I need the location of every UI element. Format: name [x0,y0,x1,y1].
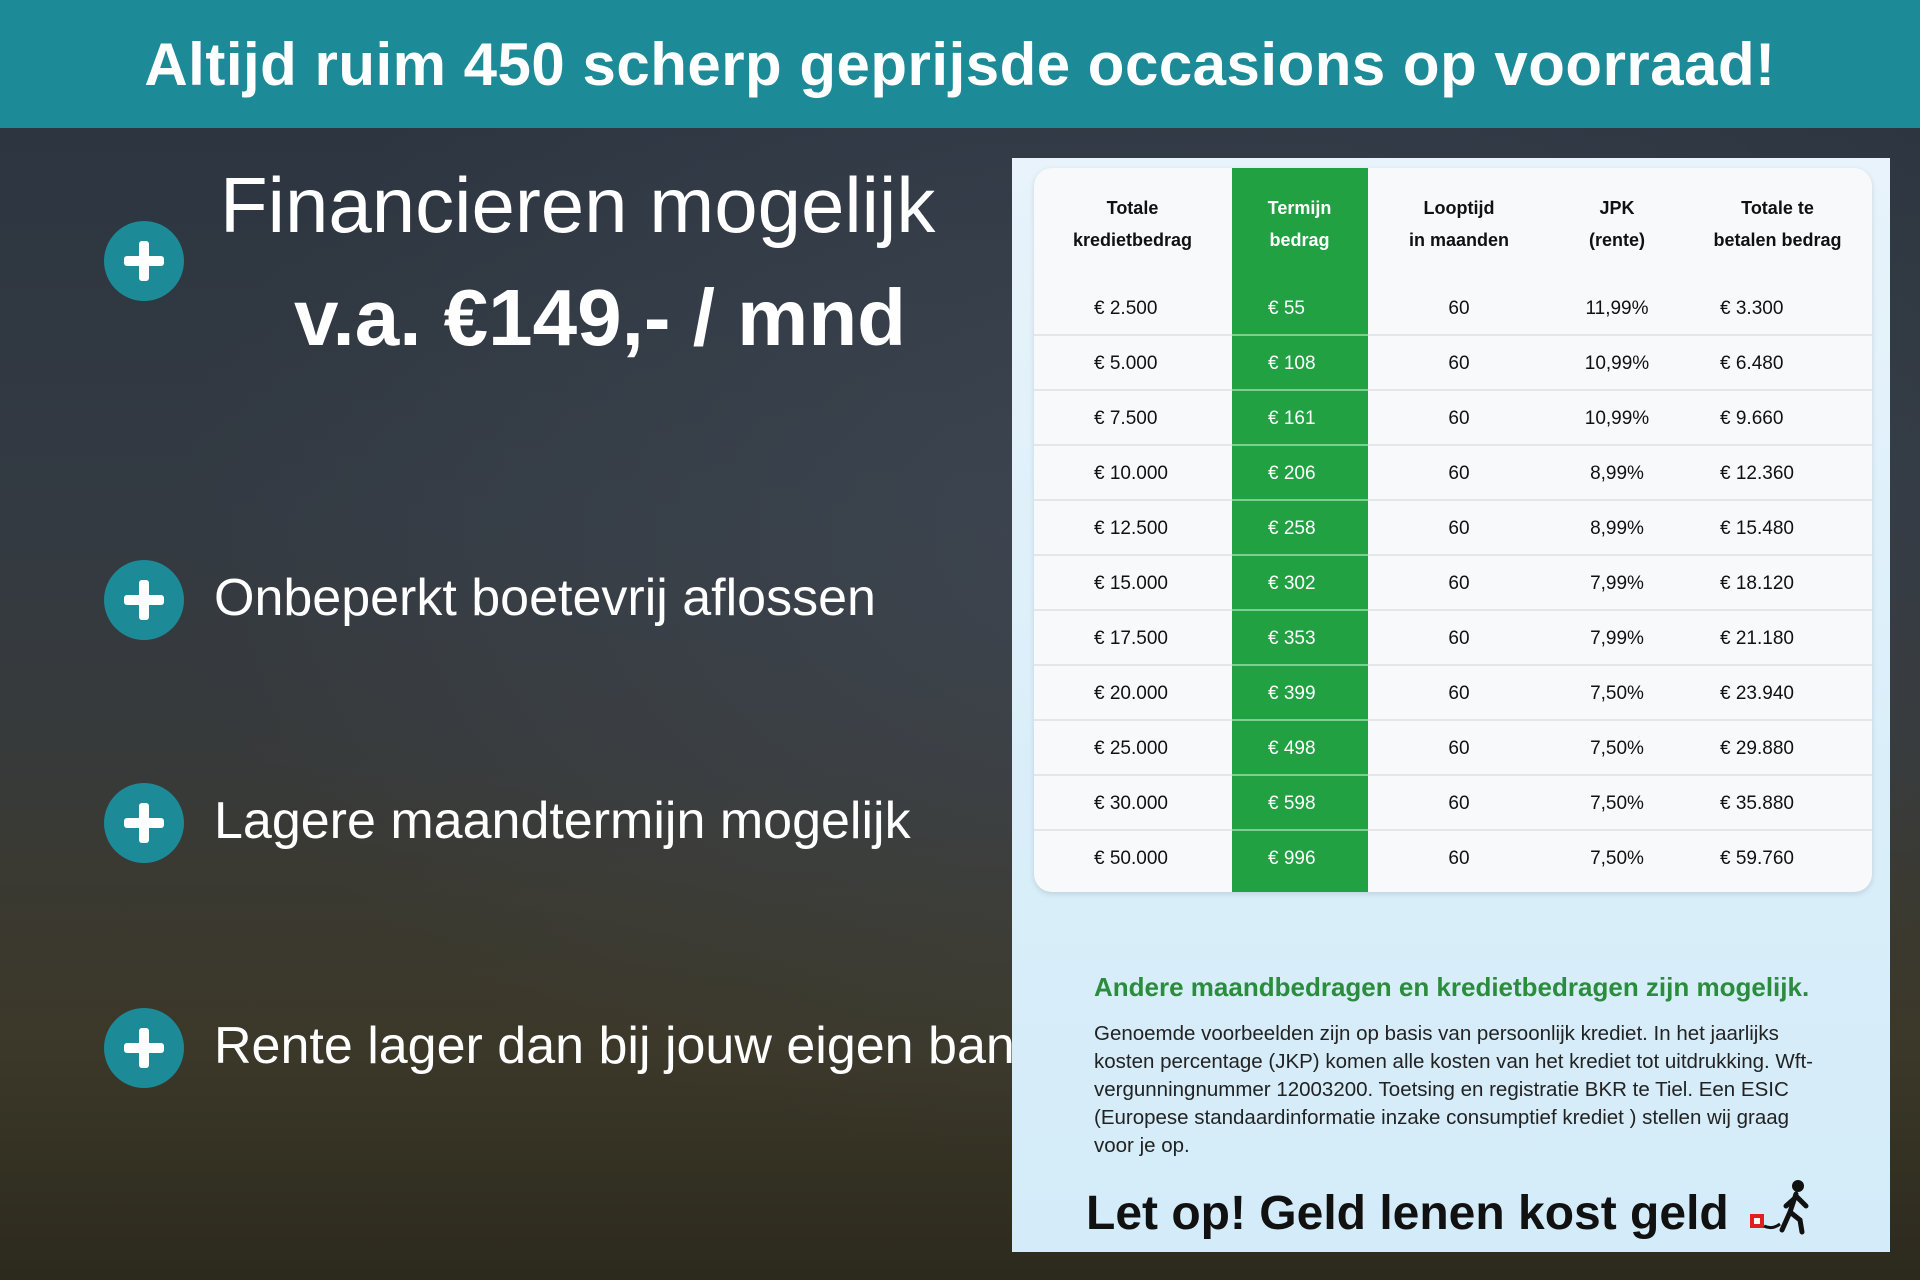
table-row: € 12.500 € 258 60 8,99% € 15.480 [1034,501,1872,556]
plus-circle-icon [104,560,184,640]
term-amount-cell: € 206 [1232,446,1368,501]
term-amount-cell: € 996 [1268,847,1316,869]
credit-amount-cell: € 17.500 [1034,611,1232,666]
duration-months-cell: 60 [1368,556,1550,611]
header-title: Altijd ruim 450 scherp geprijsde occasio… [144,30,1776,98]
duration-months-cell: 60 [1368,776,1550,831]
table-row: € 17.500 € 353 60 7,99% € 21.180 [1034,611,1872,666]
total-payable-cell: € 12.360 [1684,446,1872,501]
interest-rate-cell: 10,99% [1550,336,1684,391]
notes-title: Andere maandbedragen en kredietbedragen … [1094,972,1810,1002]
plus-circle-icon [104,221,184,301]
term-amount-cell: € 55 [1232,281,1368,336]
column-header: Looptijd in maanden [1408,198,1510,250]
total-payable-cell: € 3.300 [1684,281,1872,336]
interest-rate-cell: 7,50% [1590,847,1644,869]
credit-amount-cell: € 20.000 [1034,666,1232,721]
credit-amount-cell: € 15.000 [1034,556,1232,611]
duration-months-cell: 60 [1368,721,1550,776]
duration-months-cell: 60 [1368,611,1550,666]
credit-amount-cell: € 50.000 [1094,847,1168,869]
total-payable-cell: € 18.120 [1684,556,1872,611]
column-header: JPK (rente) [1588,198,1645,250]
bullet-item: Rente lager dan bij jouw eigen bank [214,1017,1041,1075]
table-row: € 25.000 € 498 60 7,50% € 29.880 [1034,721,1872,776]
highlight-column [1232,168,1368,892]
interest-rate-cell: 8,99% [1550,446,1684,501]
credit-amount-cell: € 10.000 [1034,446,1232,501]
credit-amount-cell: € 5.000 [1034,336,1232,391]
term-amount-cell: € 598 [1232,776,1368,831]
interest-rate-cell: 7,99% [1550,556,1684,611]
table-row: € 2.500 € 55 60 11,99% € 3.300 [1034,281,1872,336]
duration-months-cell: 60 [1368,391,1550,446]
column-header: Totale kredietbedrag [1072,198,1193,250]
interest-rate-cell: 7,50% [1550,721,1684,776]
interest-rate-cell: 8,99% [1550,501,1684,556]
financing-table: Totale kredietbedrag Termijn bedrag Loopti… [1034,168,1872,886]
column-header: Termijn bedrag [1267,198,1332,250]
term-amount-cell: € 302 [1232,556,1368,611]
interest-rate-cell: 7,50% [1550,666,1684,721]
table-row: € 15.000 € 302 60 7,99% € 18.120 [1034,556,1872,611]
table-row: € 30.000 € 598 60 7,50% € 35.880 [1034,776,1872,831]
total-payable-cell: € 21.180 [1684,611,1872,666]
notes-body: Genoemde voorbeelden zijn op basis van p… [1094,1022,1813,1157]
term-amount-cell: € 161 [1232,391,1368,446]
plus-circle-icon [104,783,184,863]
header-banner: Altijd ruim 450 scherp geprijsde occasio… [0,0,1920,128]
bullet-item: Lagere maandtermijn mogelijk [214,792,911,850]
total-payable-cell: € 9.660 [1684,391,1872,446]
duration-months-cell: 60 [1368,501,1550,556]
total-payable-cell: € 6.480 [1684,336,1872,391]
table-row: € 5.000 € 108 60 10,99% € 6.480 [1034,336,1872,391]
credit-amount-cell: € 2.500 [1034,281,1232,336]
interest-rate-cell: 10,99% [1550,391,1684,446]
credit-amount-cell: € 7.500 [1034,391,1232,446]
credit-amount-cell: € 25.000 [1034,721,1232,776]
duration-months-cell: 60 [1368,281,1550,336]
term-amount-cell: € 353 [1232,611,1368,666]
credit-amount-cell: € 12.500 [1034,501,1232,556]
table-row: € 7.500 € 161 60 10,99% € 9.660 [1034,391,1872,446]
interest-rate-cell: 11,99% [1550,281,1684,336]
financing-panel: Totale kredietbedrag Termijn bedrag Loopti… [1012,158,1890,1252]
table-row: € 20.000 € 399 60 7,50% € 23.940 [1034,666,1872,721]
term-amount-cell: € 108 [1232,336,1368,391]
duration-months-cell: 60 [1448,847,1470,869]
column-header: Totale te betalen bedrag [1713,198,1842,250]
interest-rate-cell: 7,99% [1550,611,1684,666]
duration-months-cell: 60 [1368,336,1550,391]
total-payable-cell: € 29.880 [1684,721,1872,776]
financing-table-card: Totale kredietbedrag Termijn bedrag Loopti… [1034,168,1872,892]
table-row: € 50.000 € 996 60 7,50% € 59.760 [1034,831,1872,886]
credit-amount-cell: € 30.000 [1034,776,1232,831]
table-row: € 10.000 € 206 60 8,99% € 12.360 [1034,446,1872,501]
financing-title: Financieren mogelijk [220,161,936,249]
bullet-item: Onbeperkt boetevrij aflossen [214,569,876,627]
financing-price: v.a. €149,- / mnd [293,273,907,362]
total-payable-cell: € 35.880 [1684,776,1872,831]
plus-circle-icon [104,1008,184,1088]
term-amount-cell: € 399 [1232,666,1368,721]
total-payable-cell: € 15.480 [1684,501,1872,556]
total-payable-cell: € 59.760 [1720,847,1794,869]
total-payable-cell: € 23.940 [1684,666,1872,721]
warning-text: Let op! Geld lenen kost geld [1086,1187,1729,1240]
interest-rate-cell: 7,50% [1550,776,1684,831]
walking-person-icon [1750,1180,1809,1235]
duration-months-cell: 60 [1368,446,1550,501]
duration-months-cell: 60 [1368,666,1550,721]
term-amount-cell: € 498 [1232,721,1368,776]
term-amount-cell: € 258 [1232,501,1368,556]
